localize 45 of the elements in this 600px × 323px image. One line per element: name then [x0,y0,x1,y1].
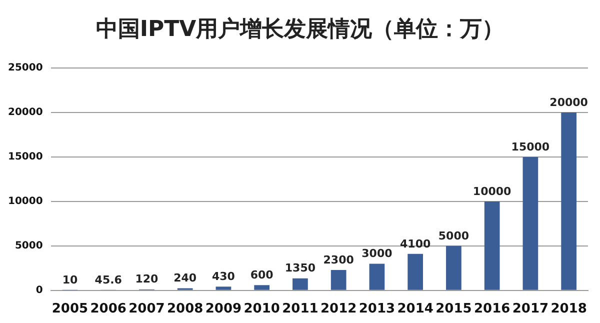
bar [408,254,423,290]
data-label: 3000 [362,247,393,260]
y-tick-label: 25000 [8,62,43,74]
data-label: 240 [174,272,197,285]
y-tick-label: 5000 [14,240,43,252]
bar [330,270,346,290]
data-label: 10000 [472,184,512,198]
bar [484,201,500,290]
chart-title: 中国IPTV用户增长发展情况（单位：万） [94,16,506,44]
x-tick-label: 2012 [320,302,357,317]
data-label: 1350 [284,262,316,275]
data-label: 120 [135,272,159,286]
x-tick-label: 2005 [52,302,88,317]
x-tick-label: 2013 [358,302,396,317]
data-label: 2300 [323,253,354,266]
bar [522,156,538,290]
data-label: 5000 [438,229,470,242]
x-tick-label: 2016 [474,302,510,317]
bar [561,112,576,290]
data-label: 600 [250,268,274,282]
data-label: 45.6 [94,273,122,286]
y-tick-label: 15000 [8,152,43,163]
bar [216,286,232,290]
x-tick-label: 2011 [282,302,318,317]
x-tick-label: 2009 [205,302,242,317]
y-tick-label: 0 [36,284,43,296]
y-tick-label: 20000 [8,107,43,118]
data-label: 10 [62,274,78,287]
x-tick-label: 2010 [244,302,280,317]
x-tick-label: 2015 [436,302,472,317]
x-tick-label: 2008 [167,302,204,317]
x-tick-label: 2018 [550,302,587,317]
bar [254,285,270,290]
data-label: 20000 [550,96,588,109]
x-tick-label: 2006 [90,302,126,317]
data-label: 4100 [400,237,431,250]
x-tick-label: 2014 [397,302,434,317]
bar [446,246,462,290]
x-tick-label: 2007 [128,302,165,317]
bar [292,278,308,290]
data-label: 430 [212,270,236,283]
y-tick-label: 10000 [8,196,43,208]
x-tick-label: 2017 [512,302,549,317]
bar [369,264,385,290]
data-label: 15000 [511,140,550,154]
